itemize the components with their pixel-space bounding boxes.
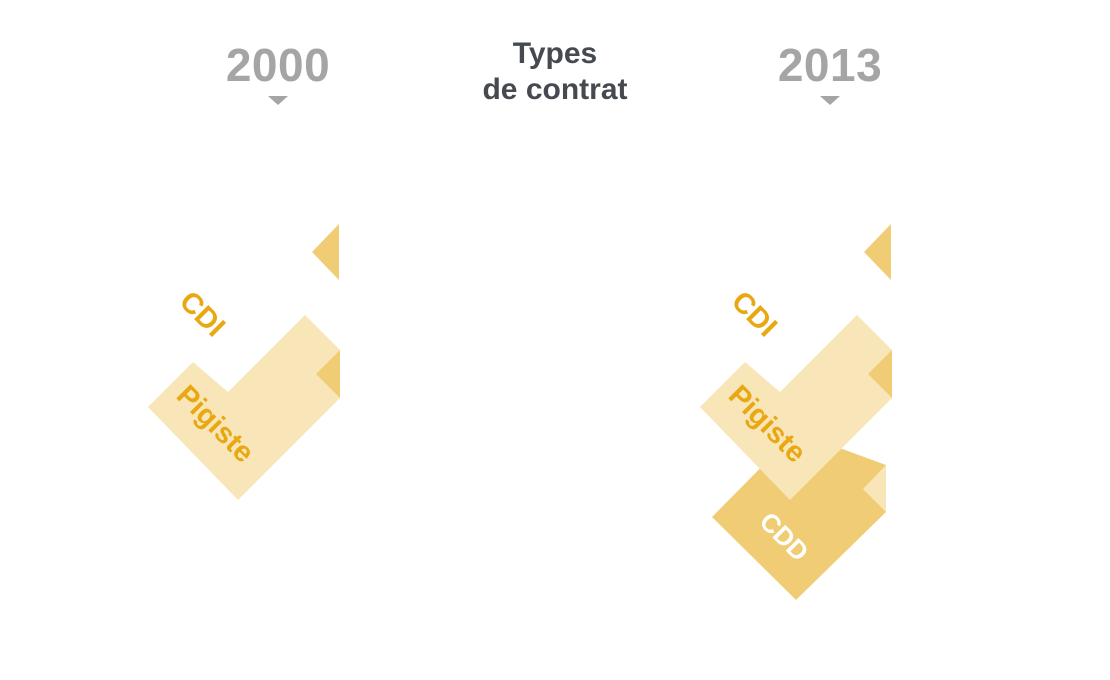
year-2000-label: 2000 xyxy=(225,39,331,91)
year-2013-caret-icon xyxy=(820,96,840,105)
cdi-2000-fold xyxy=(312,224,339,280)
pigiste-2013-fold xyxy=(868,350,892,398)
chart-title-line1: Types xyxy=(512,37,598,70)
cdd-2013-fold xyxy=(863,465,886,512)
pigiste-2000-shape xyxy=(148,315,340,500)
cdi-2000-label: CDI xyxy=(173,285,231,343)
panel-2000: CDI Pigiste xyxy=(148,224,340,500)
cdi-2013-fold xyxy=(864,224,891,280)
panel-2013: CDI Pigiste CDD xyxy=(700,224,892,600)
cdd-2013-shape xyxy=(712,432,886,600)
cdi-2013-label: CDI xyxy=(725,285,783,343)
pigiste-2000-fold xyxy=(316,350,340,398)
chart-title-line2: de contrat xyxy=(482,73,628,106)
year-2013-label: 2013 xyxy=(777,39,883,91)
pigiste-2013-shape xyxy=(700,315,892,500)
chart-title: Types de contrat xyxy=(430,36,680,108)
year-2000-caret-icon xyxy=(268,96,288,105)
